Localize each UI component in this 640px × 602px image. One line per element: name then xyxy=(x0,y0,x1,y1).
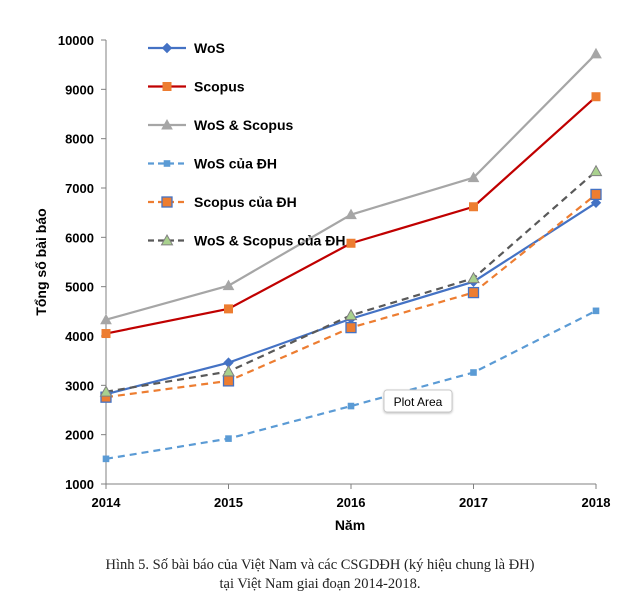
data-point-scopus xyxy=(469,202,478,212)
plot-area-tooltip: Plot Area xyxy=(383,389,453,413)
y-tick-label: 9000 xyxy=(65,82,94,97)
y-tick-label: 7000 xyxy=(65,181,94,196)
data-point-scopus-c-a-h xyxy=(590,188,602,201)
y-tick-label: 3000 xyxy=(65,378,94,393)
legend-item: Scopus của ĐH xyxy=(148,194,297,210)
x-tick-label: 2015 xyxy=(214,495,243,510)
data-point-wos-c-a-h xyxy=(470,369,477,376)
data-point-wos-c-a-h xyxy=(347,402,355,410)
series-line-scopus-c-a-h xyxy=(105,193,597,399)
data-point-wos xyxy=(161,42,173,54)
x-tick-label: 2016 xyxy=(337,495,366,510)
data-point-wos-scopus-c-a-h xyxy=(467,271,480,284)
y-tick-labels: 1000 2000 3000 4000 5000 6000 7000 8000 9000 1000… xyxy=(58,33,94,492)
data-point-scopus-c-a-h xyxy=(222,375,235,387)
y-tick-label: 2000 xyxy=(65,428,94,443)
data-point-wos-scopus-c-a-h xyxy=(344,308,358,321)
axes xyxy=(101,39,597,489)
data-point-wos-c-a-h xyxy=(225,435,232,442)
y-axis-title: Tổng số bài báo xyxy=(33,208,49,315)
y-tick-label: 6000 xyxy=(65,230,94,245)
data-point-wos-scopus xyxy=(100,313,112,325)
series-markers xyxy=(99,47,603,463)
data-point-wos-scopus xyxy=(222,279,235,291)
data-point-scopus xyxy=(591,92,601,102)
legend-label: Scopus của ĐH xyxy=(194,194,297,210)
data-point-wos-scopus xyxy=(467,171,480,183)
x-tick-label: 2014 xyxy=(92,495,122,510)
legend-item: WoS & Scopus của ĐH xyxy=(148,233,345,249)
x-tick-label: 2017 xyxy=(459,495,488,510)
series-lines xyxy=(105,53,597,460)
series-line-wos-scopus xyxy=(105,53,597,321)
data-point-scopus-c-a-h xyxy=(467,286,480,299)
line-chart: 1000 2000 3000 4000 5000 6000 7000 8000 9000 1000… xyxy=(33,33,611,533)
data-point-wos-c-a-h xyxy=(163,160,171,167)
legend: WoS Scopus WoS & Scopus WoS của ĐH Scopus củ… xyxy=(148,40,345,249)
legend-label: WoS & Scopus xyxy=(194,117,294,133)
legend-item: WoS & Scopus xyxy=(148,117,294,133)
data-point-scopus xyxy=(346,238,356,248)
legend-item: WoS của ĐH xyxy=(148,156,277,172)
data-point-scopus-c-a-h xyxy=(345,321,357,334)
data-point-wos-scopus-c-a-h xyxy=(99,385,113,397)
x-tick-label: 2018 xyxy=(582,495,611,510)
data-point-wos-scopus-c-a-h xyxy=(589,164,603,177)
data-point-wos-scopus xyxy=(345,208,357,220)
data-point-wos-c-a-h xyxy=(102,455,110,463)
data-point-scopus xyxy=(224,304,233,314)
caption-line-1: Hình 5. Số bài báo của Việt Nam và các C… xyxy=(105,557,535,573)
y-tick-label: 4000 xyxy=(65,329,94,344)
caption-line-2: tại Việt Nam giai đoạn 2014-2018. xyxy=(219,576,421,592)
data-point-wos-scopus-c-a-h xyxy=(160,233,174,246)
data-point-wos-scopus xyxy=(590,47,602,59)
y-tick-label: 8000 xyxy=(65,132,94,147)
x-tick-labels: 2014 2015 2016 2017 2018 xyxy=(92,495,611,510)
y-tick-label: 5000 xyxy=(65,280,94,295)
tooltip-label: Plot Area xyxy=(394,395,443,409)
legend-label: Scopus xyxy=(194,79,245,95)
data-point-wos-scopus xyxy=(161,118,173,130)
legend-label: WoS xyxy=(194,40,225,56)
series-line-wos-c-a-h xyxy=(105,309,597,460)
data-point-wos-c-a-h xyxy=(592,307,600,315)
y-tick-label: 1000 xyxy=(65,477,94,492)
legend-label: WoS của ĐH xyxy=(194,156,277,172)
x-axis-title: Năm xyxy=(335,517,365,533)
y-tick-label: 10000 xyxy=(58,33,94,48)
data-point-wos-scopus-c-a-h xyxy=(222,364,235,377)
legend-item: Scopus xyxy=(148,79,245,95)
data-point-scopus xyxy=(162,82,172,91)
legend-item: WoS xyxy=(148,40,225,56)
data-point-wos xyxy=(590,197,602,209)
legend-label: WoS & Scopus của ĐH xyxy=(194,233,345,249)
data-point-scopus xyxy=(101,329,111,339)
figure-caption: Hình 5. Số bài báo của Việt Nam và các C… xyxy=(0,556,640,594)
series-line-wos-scopus-c-a-h xyxy=(105,170,597,393)
data-point-scopus-c-a-h xyxy=(161,196,173,208)
